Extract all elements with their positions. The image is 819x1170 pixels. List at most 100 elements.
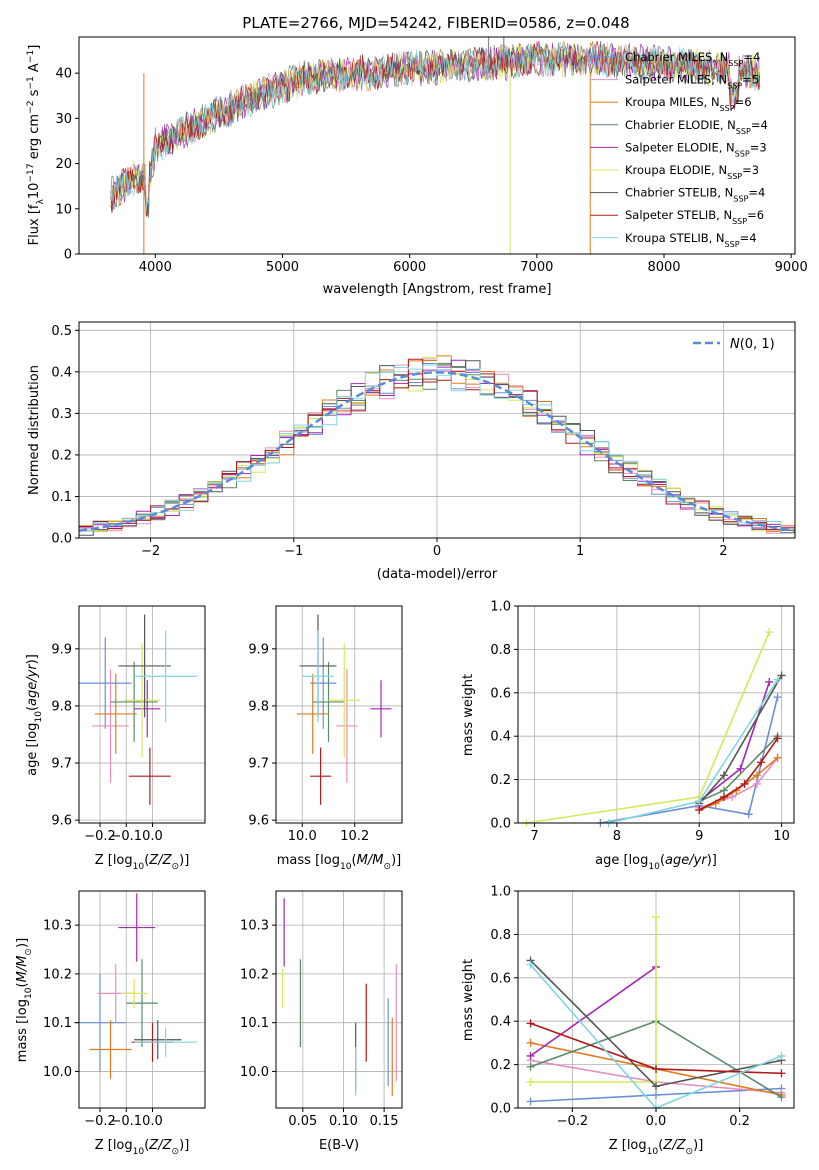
y-tick-label: 10.1 (240, 1016, 269, 1031)
x-tick-label: 8 (613, 829, 621, 844)
x-tick-label: 2 (719, 544, 727, 559)
y-tick-label: 0 (64, 248, 72, 263)
weight-marker (777, 671, 786, 680)
weight-marker (744, 810, 753, 819)
y-tick-label: 20 (55, 157, 72, 172)
legend-label: Chabrier ELODIE, NSSP=4 (625, 118, 768, 136)
axes-mass-vs-Z: −0.2−0.1 0.0 10.0 10.1 10.2 10.3 Z [log10(Z/Z⊙… (15, 890, 206, 1157)
y-tick-label: 9.8 (51, 699, 72, 714)
y-tick-label: 10.1 (43, 1016, 72, 1031)
y-tick-label: 0.0 (51, 532, 72, 547)
histogram-step (79, 358, 795, 533)
weight-marker (777, 1093, 786, 1102)
weight-marker (736, 764, 745, 773)
histogram-step (79, 356, 795, 532)
y-axis-label: mass [log10(M/M⊙)] (15, 938, 34, 1062)
figure-title: PLATE=2766, MJD=54242, FIBERID=0586, z=0… (242, 14, 629, 32)
spectrum-line (110, 41, 761, 210)
x-tick-label: 0.05 (288, 1114, 317, 1129)
plot-area (522, 628, 786, 827)
weight-marker (652, 1090, 660, 1099)
x-tick-label: 5000 (266, 260, 299, 275)
x-axis-label: (data-model)/error (377, 567, 498, 582)
axes-age-vs-mass: 10.0 10.2 9.6 9.7 9.8 9.9 mass [log10(M/M⊙)] (248, 605, 403, 872)
x-tick-label: −0.2 (557, 1114, 589, 1129)
y-axis-label: age [log10(age/yr)] (25, 654, 44, 776)
x-tick-label: 0 (433, 544, 441, 559)
y-axis-label: mass weight (461, 959, 476, 1041)
y-axis-label: mass weight (461, 674, 476, 756)
y-tick-label: 9.9 (248, 642, 269, 657)
weight-marker (765, 628, 774, 637)
weight-marker (526, 1097, 535, 1106)
y-tick-label: 0.6 (490, 971, 511, 986)
legend-label: Kroupa STELIB, NSSP=4 (625, 231, 757, 249)
y-tick-label: 30 (55, 112, 72, 127)
y-tick-label: 9.8 (248, 699, 269, 714)
axes-frame (517, 605, 795, 824)
x-axis-label: mass [log10(M/M⊙)] (277, 853, 401, 872)
weight-marker (765, 677, 774, 686)
x-tick-label: 0.0 (142, 829, 163, 844)
x-axis-label: Z [log10(Z/Z⊙)] (95, 853, 190, 872)
x-tick-label: 9 (695, 829, 703, 844)
x-tick-label: 10 (773, 829, 790, 844)
x-tick-label: 0.0 (646, 1114, 667, 1129)
plot-area (297, 614, 392, 805)
y-tick-label: 10.0 (240, 1065, 269, 1080)
x-axis-label: wavelength [Angstrom, rest frame] (323, 282, 552, 297)
y-tick-label: 10.2 (240, 967, 269, 982)
legend-label: Kroupa MILES, NSSP=6 (625, 95, 752, 113)
y-tick-label: 0.8 (490, 643, 511, 658)
legend-label: Chabrier STELIB, NSSP=4 (625, 186, 765, 204)
weight-marker (526, 1038, 535, 1047)
y-tick-label: 10.3 (240, 919, 269, 934)
weight-marker (777, 1051, 786, 1060)
weight-marker (695, 797, 704, 806)
legend-label: Salpeter STELIB, NSSP=6 (625, 208, 764, 226)
x-tick-label: 8000 (647, 260, 680, 275)
x-tick-label: −0.1 (110, 829, 142, 844)
y-tick-label: 0.2 (490, 773, 511, 788)
y-tick-label: 10.3 (43, 919, 72, 934)
y-tick-label: 0.8 (490, 928, 511, 943)
axes-frame (78, 890, 206, 1109)
y-tick-label: 0.0 (490, 817, 511, 832)
weight-marker (652, 1064, 660, 1073)
axes-age-vs-Z: −0.2−0.1 0.0 9.6 9.7 9.8 9.9 Z [log10(Z/Z⊙)] ag… (25, 605, 206, 872)
axes-spectrum: 4000 5000 6000 7000 8000 9000 0 10 20 30 40 Chabrie… (26, 36, 808, 297)
x-tick-label: −0.2 (84, 1114, 116, 1129)
y-tick-label: 1.0 (490, 885, 511, 900)
legend-label: Salpeter MILES, NSSP=5 (625, 73, 759, 91)
axes-mass-vs-EBV: 0.05 0.10 0.15 10.0 10.1 10.2 10.3 E(B-V) (240, 890, 403, 1153)
plot-area (526, 913, 786, 1112)
normal-curve (79, 371, 795, 532)
weight-marker (752, 779, 761, 788)
legend-label: N(0, 1) (730, 337, 775, 352)
figure-panels: 4000 5000 6000 7000 8000 9000010203040Chabrie… (15, 36, 808, 1157)
weight-marker (773, 753, 782, 762)
x-tick-label: 6000 (393, 260, 426, 275)
x-axis-label: E(B-V) (319, 1138, 359, 1153)
axes-frame (275, 890, 403, 1109)
x-tick-label: −1 (284, 544, 303, 559)
weight-marker (526, 1077, 535, 1086)
y-tick-label: 10 (55, 202, 72, 217)
y-tick-label: 0.0 (490, 1102, 511, 1117)
x-tick-label: 7 (530, 829, 538, 844)
x-axis-label: Z [log10(Z/Z⊙)] (95, 1138, 190, 1157)
y-tick-label: 10.2 (43, 967, 72, 982)
weight-marker (773, 693, 782, 702)
weight-marker (777, 1069, 786, 1078)
x-tick-label: −0.2 (84, 829, 116, 844)
weight-marker (526, 1062, 535, 1071)
axes-frame (275, 605, 403, 824)
x-tick-label: −2 (141, 544, 160, 559)
weight-marker (773, 734, 782, 743)
x-tick-label: 1 (576, 544, 584, 559)
y-tick-label: 0.5 (51, 324, 72, 339)
x-tick-label: 0.10 (329, 1114, 358, 1129)
weight-marker (773, 675, 782, 684)
plot-area (110, 37, 761, 254)
axes-frame (78, 36, 796, 255)
